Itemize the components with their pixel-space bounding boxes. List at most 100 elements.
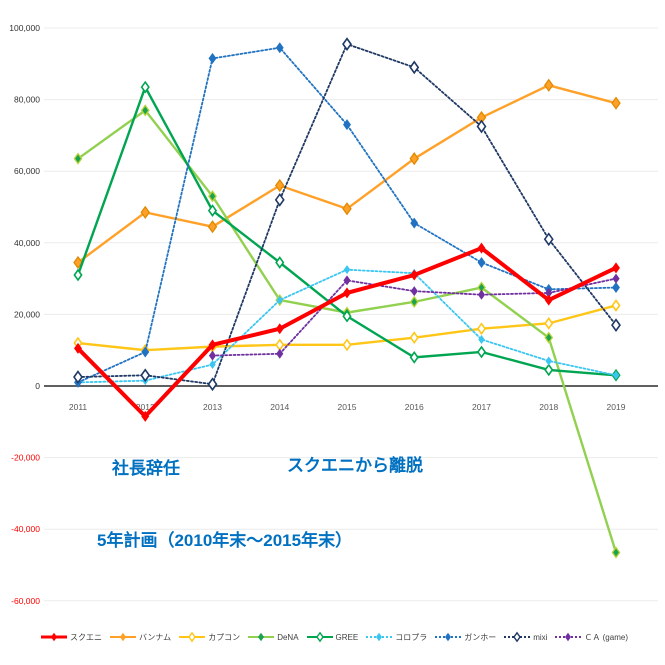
data-point-mixi-2016 [409,60,420,75]
data-point-スクエニ-2016 [410,269,419,281]
series-GREE [73,80,621,382]
data-point-DeNA-2011 [73,152,83,165]
data-point-ＣＡ (game)-2017 [477,289,486,300]
legend-item-スクエニ: スクエニ [41,631,102,643]
legend-line-sample [110,632,137,642]
legend-line-sample [306,631,333,643]
data-point-コロプラ-2019 [612,370,620,380]
x-axis-tick: 2015 [338,402,357,412]
data-point-カプコン-2018 [544,316,554,330]
data-point-コロプラ-2015 [343,265,351,275]
legend-line-sample [366,632,393,642]
data-point-GREE-2013 [207,204,218,217]
data-point-ガンホー-2014 [275,42,284,54]
data-point-mixi-2011 [73,370,83,384]
x-axis-tick: 2017 [472,402,491,412]
data-point-スクエニ-2015 [343,287,351,299]
y-axis-tick: -20,000 [11,453,40,463]
annotation-five-year-plan: 5年計画（2010年末～2015年末） [97,530,352,550]
legend-item-バンナム: バンナム [110,631,171,643]
data-point-コロプラ-2013 [209,360,216,370]
x-axis-tick: 2018 [539,402,558,412]
line-chart: 100,000 80,000 60,000 40,000 20,000 0 -20,000 -… [9,23,658,606]
series-バンナム [73,78,621,270]
data-point-GREE-2015 [342,309,352,323]
data-point-バンナム-2016 [409,152,420,166]
data-point-スクエニ-2018 [544,294,553,306]
legend-label: カプコン [208,632,241,642]
data-point-mixi-2018 [543,232,554,247]
series-スクエニ [74,242,620,422]
data-point-コロプラ-2017 [478,334,485,344]
legend-line-sample [41,632,68,642]
data-point-バンナム-2018 [543,78,554,92]
data-point-バンナム-2012 [140,205,151,219]
data-point-DeNA-2019 [611,546,621,559]
data-point-スクエニ-2019 [612,262,620,274]
data-point-スクエニ-2014 [275,323,284,335]
data-point-mixi-2017 [476,119,487,134]
y-axis-tick: -40,000 [11,524,40,534]
data-point-カプコン-2015 [342,338,352,352]
y-axis-tick: 0 [35,381,40,391]
x-axis-tick: 2011 [69,402,88,412]
legend-item-DeNA: DeNA [248,631,299,643]
legend-line-sample [248,632,275,642]
data-point-バンナム-2014 [274,178,285,193]
data-point-スクエニ-2012 [141,410,150,422]
data-point-ＣＡ (game)-2015 [343,275,351,286]
legend-label: DeNA [277,632,299,642]
legend-line-sample [435,632,462,642]
data-point-ガンホー-2012 [141,346,150,358]
legend-item-mixi: mixi [504,631,547,643]
data-point-DeNA-2012 [140,104,150,117]
data-point-ガンホー-2013 [208,52,217,64]
data-point-コロプラ-2018 [545,356,552,366]
x-axis-tick: 2012 [136,402,155,412]
data-point-スクエニ-2013 [208,339,217,351]
data-point-DeNA-2013 [208,190,217,203]
axis-tick-labels: 100,000 80,000 60,000 40,000 20,000 0 -20,000 -… [9,23,625,606]
data-point-ガンホー-2015 [343,119,351,131]
data-point-バンナム-2019 [611,96,621,110]
legend-item-GREE: GREE [306,631,358,643]
y-axis-tick: 100,000 [9,23,40,33]
data-point-GREE-2012 [140,80,150,94]
data-point-mixi-2015 [342,37,352,51]
series-DeNA [73,104,621,559]
data-point-カプコン-2019 [611,299,621,312]
legend-line-sample [179,631,206,643]
data-point-カプコン-2016 [409,331,419,345]
legend-item-ＣＡ (game): ＣＡ (game) [555,631,628,643]
data-point-ＣＡ (game)-2014 [276,348,284,359]
chart-series [73,37,621,559]
y-axis-tick: 60,000 [14,166,40,176]
data-point-バンナム-2011 [73,255,83,270]
data-point-ＣＡ (game)-2018 [545,287,553,298]
series-ＣＡ (game) [208,273,620,361]
data-point-DeNA-2016 [409,295,419,308]
legend-item-ガンホー: ガンホー [435,631,496,643]
data-point-バンナム-2015 [342,202,352,216]
legend-label: バンナム [139,632,172,642]
legend-label: ＣＡ (game) [584,632,628,642]
x-axis-tick: 2019 [607,402,626,412]
data-point-カプコン-2017 [476,322,487,336]
legend-item-コロプラ: コロプラ [366,631,427,643]
data-point-GREE-2011 [73,268,83,282]
data-point-ガンホー-2017 [477,256,486,268]
data-point-mixi-2013 [207,377,218,392]
data-point-mixi-2012 [140,368,151,383]
x-axis-tick: 2016 [405,402,424,412]
data-point-カプコン-2014 [275,338,285,352]
y-axis-tick: 20,000 [14,309,40,319]
data-point-ガンホー-2019 [612,282,620,294]
y-axis-tick: -60,000 [11,596,40,606]
legend-item-カプコン: カプコン [179,631,240,643]
data-point-GREE-2017 [476,345,487,359]
legend-label: ガンホー [464,632,497,642]
legend-line-sample [504,631,531,643]
data-point-コロプラ-2014 [276,295,283,305]
data-point-mixi-2014 [274,192,285,207]
